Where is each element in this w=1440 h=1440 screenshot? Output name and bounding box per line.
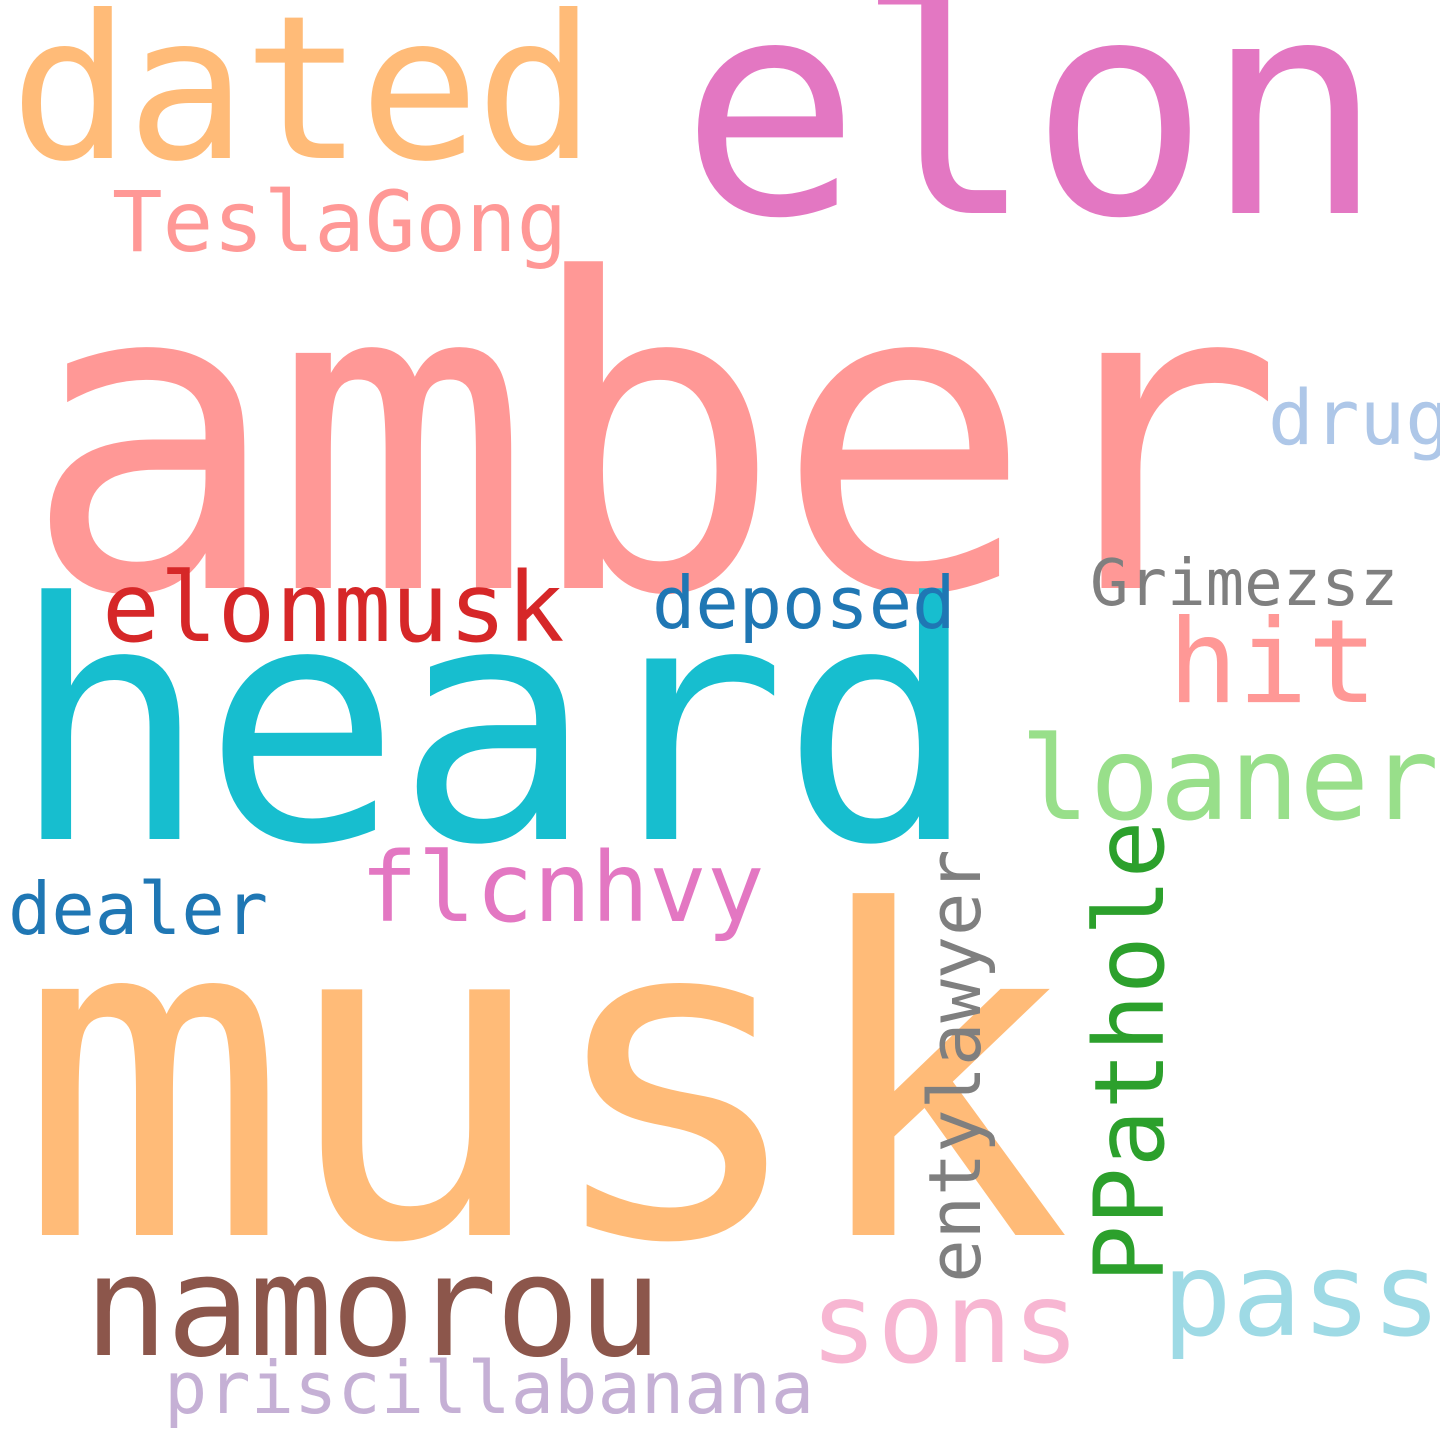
word-sons: sons	[810, 1259, 1080, 1389]
word-entylawyer: entylawyer	[913, 849, 997, 1283]
word-drug: drug	[1268, 373, 1440, 462]
word-elonmusk: elonmusk	[102, 552, 565, 664]
word-loaner: loaner	[1020, 712, 1440, 847]
word-heard: heard	[10, 533, 979, 917]
word-flcnhvy: flcnhvy	[360, 832, 765, 944]
word-amber: amber	[22, 190, 1284, 690]
word-ppathole: PPathole	[1074, 820, 1186, 1283]
word-dated: dated	[10, 0, 596, 206]
word-dealer: dealer	[8, 867, 269, 951]
word-hit: hit	[1168, 595, 1378, 730]
word-deposed: deposed	[652, 561, 956, 645]
word-priscillabanana: priscillabanana	[164, 1346, 815, 1430]
word-namorou: namorou	[84, 1226, 662, 1389]
word-teslagong: TeslaGong	[112, 173, 568, 271]
word-pass: pass	[1162, 1228, 1440, 1363]
word-elon: elon	[680, 0, 1384, 284]
word-grimezsz: Grimezsz	[1090, 547, 1399, 621]
word-musk: musk	[18, 818, 1072, 1342]
